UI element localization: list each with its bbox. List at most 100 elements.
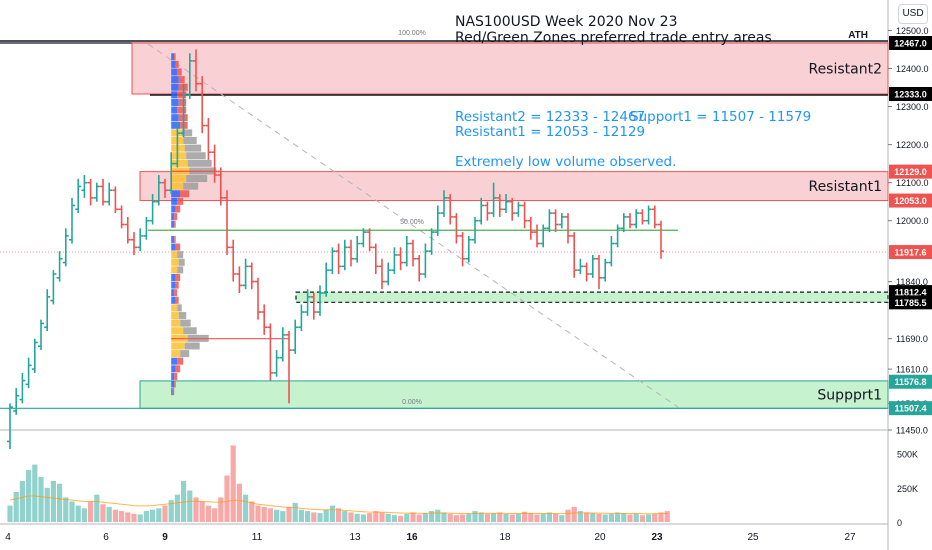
volume-bar (360, 514, 366, 522)
volume-bar (342, 511, 348, 522)
candle-bar (509, 197, 516, 221)
y-tick-label: 11610.0 (896, 365, 928, 375)
profile-bar-up (171, 357, 178, 365)
profile-bar-down (178, 98, 187, 106)
volume-bar (236, 483, 242, 522)
volume-bar (100, 504, 106, 522)
zone-label-resistant2: Resistant2 (808, 61, 882, 77)
zone-support-mini (295, 291, 889, 303)
profile-bar-up (171, 380, 175, 388)
profile-bar-up (171, 251, 178, 259)
candle-bar (658, 220, 664, 259)
profile-bar-up (171, 175, 187, 183)
candle-bar (465, 235, 472, 263)
volume-bar (373, 511, 379, 522)
volume-bar (162, 505, 168, 522)
profile-bar-up (171, 68, 178, 76)
price-badge-label: 11917.6 (894, 248, 926, 258)
volume-bar (143, 511, 149, 522)
profile-bar-down (183, 136, 197, 145)
candle-bar (397, 247, 404, 271)
candle-bar (596, 254, 602, 290)
profile-bar-up (171, 266, 178, 274)
candle-bar (279, 327, 286, 362)
candle-bar (199, 76, 206, 134)
candle-bar (484, 201, 491, 221)
candle-bar (81, 175, 88, 198)
profile-bar-down (175, 273, 181, 281)
price-badge-bg (889, 36, 932, 50)
x-tick-label: 9 (162, 532, 168, 543)
candle-bar (323, 262, 330, 297)
profile-bar-up (171, 296, 176, 304)
candle-bar (459, 232, 466, 267)
chart-title-line-1: NAS100USD Week 2020 Nov 23 (455, 14, 678, 30)
price-axis-layer[interactable]: 12500.0 12400.0 12300.0 12200.0 12100.0 12000… (888, 26, 932, 436)
candle-bar (565, 213, 571, 244)
candle-bar (186, 53, 193, 99)
y-tick-label: 12000.0 (896, 216, 929, 226)
candle-bar (205, 117, 212, 160)
time-axis-layer[interactable]: 4 6 9 11 13 16 18 20 23 25 27 (5, 532, 856, 543)
price-badge: 12467.0 (889, 36, 932, 50)
profile-bar-up (171, 220, 175, 228)
candle-bar (131, 232, 137, 255)
volume-bar (646, 514, 652, 522)
volume-bar (615, 512, 621, 522)
volume-bar (416, 514, 422, 522)
profile-bar-down (174, 380, 176, 388)
profile-bar-up (171, 350, 181, 358)
candle-bar (490, 182, 497, 217)
zone-resistant2 (131, 42, 889, 95)
candle-bar (534, 224, 540, 248)
price-badge-bg (889, 245, 932, 260)
price-badge-label: 11507.4 (894, 404, 926, 414)
volume-bar (422, 513, 428, 522)
profile-bar-up (171, 388, 173, 396)
candle-bar (44, 289, 51, 332)
volume-bar (199, 501, 205, 522)
profile-bar-up (171, 273, 176, 281)
volume-bar (664, 511, 670, 522)
candle-bar (348, 239, 354, 267)
profile-bar-up (171, 197, 178, 205)
price-badge-bg (889, 164, 932, 179)
volume-bar (205, 505, 211, 522)
price-badge-label: 12333.0 (894, 89, 927, 99)
price-badge-label: 11576.8 (894, 377, 926, 387)
x-tick-label: 20 (594, 532, 606, 543)
x-tick-label: 27 (844, 532, 856, 543)
candles-layer (7, 49, 664, 450)
candle-bar (211, 144, 218, 183)
price-badge-bg (889, 374, 932, 389)
candle-bar (546, 209, 553, 233)
candle-bar (100, 178, 106, 206)
profile-bar-down (180, 350, 190, 358)
profile-bar-down (177, 68, 182, 76)
profile-bar-up (171, 342, 185, 350)
candle-bar (583, 262, 590, 282)
candle-bar (292, 319, 299, 354)
price-badge-bg (889, 295, 932, 310)
candle-bar (478, 197, 485, 225)
candle-bar (25, 357, 32, 389)
y-tick-label: 11450.0 (896, 426, 928, 436)
price-badge-label: 12129.0 (894, 167, 927, 177)
profile-bar-up (171, 53, 175, 61)
volume-bar (367, 513, 373, 522)
candle-bar (602, 258, 609, 282)
profile-bar-up (171, 60, 176, 68)
volume-bar (559, 515, 565, 522)
currency-button[interactable]: USD (898, 4, 928, 24)
volume-bar (261, 506, 267, 522)
candle-bar (521, 201, 528, 229)
volume-bar (112, 509, 118, 522)
price-badge-label: 12467.0 (894, 39, 927, 49)
volume-bar (317, 513, 323, 522)
profile-bar-down (172, 388, 175, 396)
volume-bar (435, 509, 441, 522)
volume-bar (19, 481, 25, 522)
profile-bar-down (178, 258, 185, 266)
x-tick-label: 4 (5, 532, 11, 543)
